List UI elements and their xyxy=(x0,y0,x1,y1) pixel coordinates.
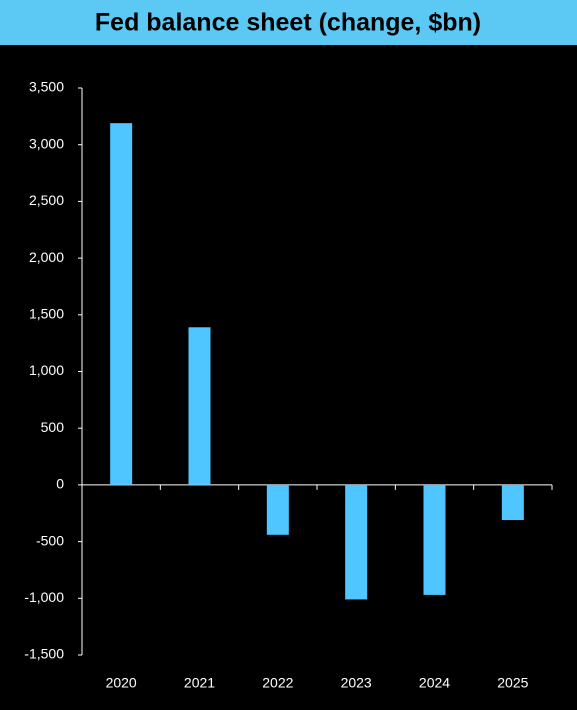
bar xyxy=(345,484,368,600)
bar xyxy=(266,484,289,535)
y-tick-label: 3,500 xyxy=(29,79,64,95)
y-tick-label: -1,000 xyxy=(24,589,64,605)
x-tick-label: 2020 xyxy=(106,675,137,691)
chart-title: Fed balance sheet (change, $bn) xyxy=(95,9,481,37)
y-tick-label: 2,000 xyxy=(29,249,64,265)
bar xyxy=(501,484,524,521)
y-tick-label: 2,500 xyxy=(29,192,64,208)
y-tick-label: -1,500 xyxy=(24,646,64,662)
y-tick-label: 3,000 xyxy=(29,135,64,151)
y-tick-label: 0 xyxy=(56,476,64,492)
title-banner xyxy=(0,0,577,45)
y-tick-label: 1,500 xyxy=(29,306,64,322)
x-tick-label: 2023 xyxy=(341,675,372,691)
x-tick-label: 2024 xyxy=(419,675,450,691)
y-tick-label: 1,000 xyxy=(29,362,64,378)
y-tick-label: 500 xyxy=(41,419,65,435)
x-tick-label: 2025 xyxy=(497,675,528,691)
y-tick-label: -500 xyxy=(36,532,64,548)
bar xyxy=(188,327,211,485)
bar xyxy=(423,484,446,595)
x-tick-label: 2021 xyxy=(184,675,215,691)
x-tick-label: 2022 xyxy=(262,675,293,691)
bar xyxy=(110,123,133,485)
